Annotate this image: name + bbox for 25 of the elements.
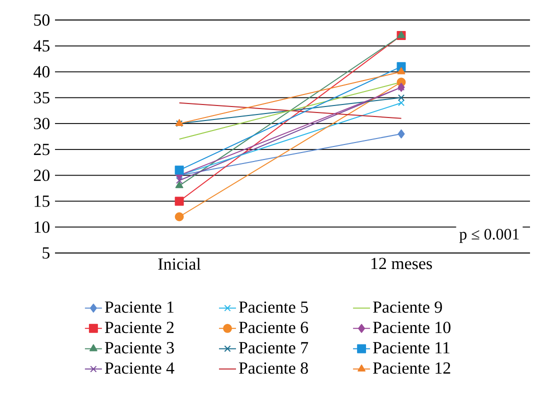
y-tick-label: 10 [34, 221, 50, 233]
x-tick-label: Inicial [158, 258, 201, 270]
legend-label: Paciente 12 [373, 362, 450, 374]
legend-label: Paciente 3 [104, 342, 174, 354]
y-tick-label: 25 [34, 144, 50, 156]
y-tick-label: 40 [34, 66, 50, 78]
annotation: p ≤ 0.001 [459, 228, 519, 243]
y-tick-label: 5 [42, 247, 50, 259]
legend-label: Paciente 9 [373, 301, 442, 313]
legend-label: Paciente 6 [238, 322, 308, 334]
y-tick-label: 35 [34, 92, 50, 104]
legend-label: Paciente 8 [238, 362, 308, 374]
y-tick-label: 15 [34, 196, 50, 207]
legend-label: Paciente 1 [104, 301, 174, 313]
legend-label: Paciente 11 [373, 342, 450, 354]
x-tick-label: 12 meses [371, 258, 432, 270]
legend-label: Paciente 7 [238, 342, 308, 354]
legend-label: Paciente 5 [238, 301, 308, 313]
legend-label: Paciente 10 [373, 322, 450, 334]
y-tick-label: 30 [34, 118, 50, 130]
legend-label: Paciente 2 [104, 322, 174, 334]
legend-label: Paciente 4 [104, 362, 174, 374]
y-tick-label: 45 [34, 40, 50, 52]
y-tick-label: 50 [34, 14, 50, 26]
y-tick-label: 20 [34, 170, 50, 182]
